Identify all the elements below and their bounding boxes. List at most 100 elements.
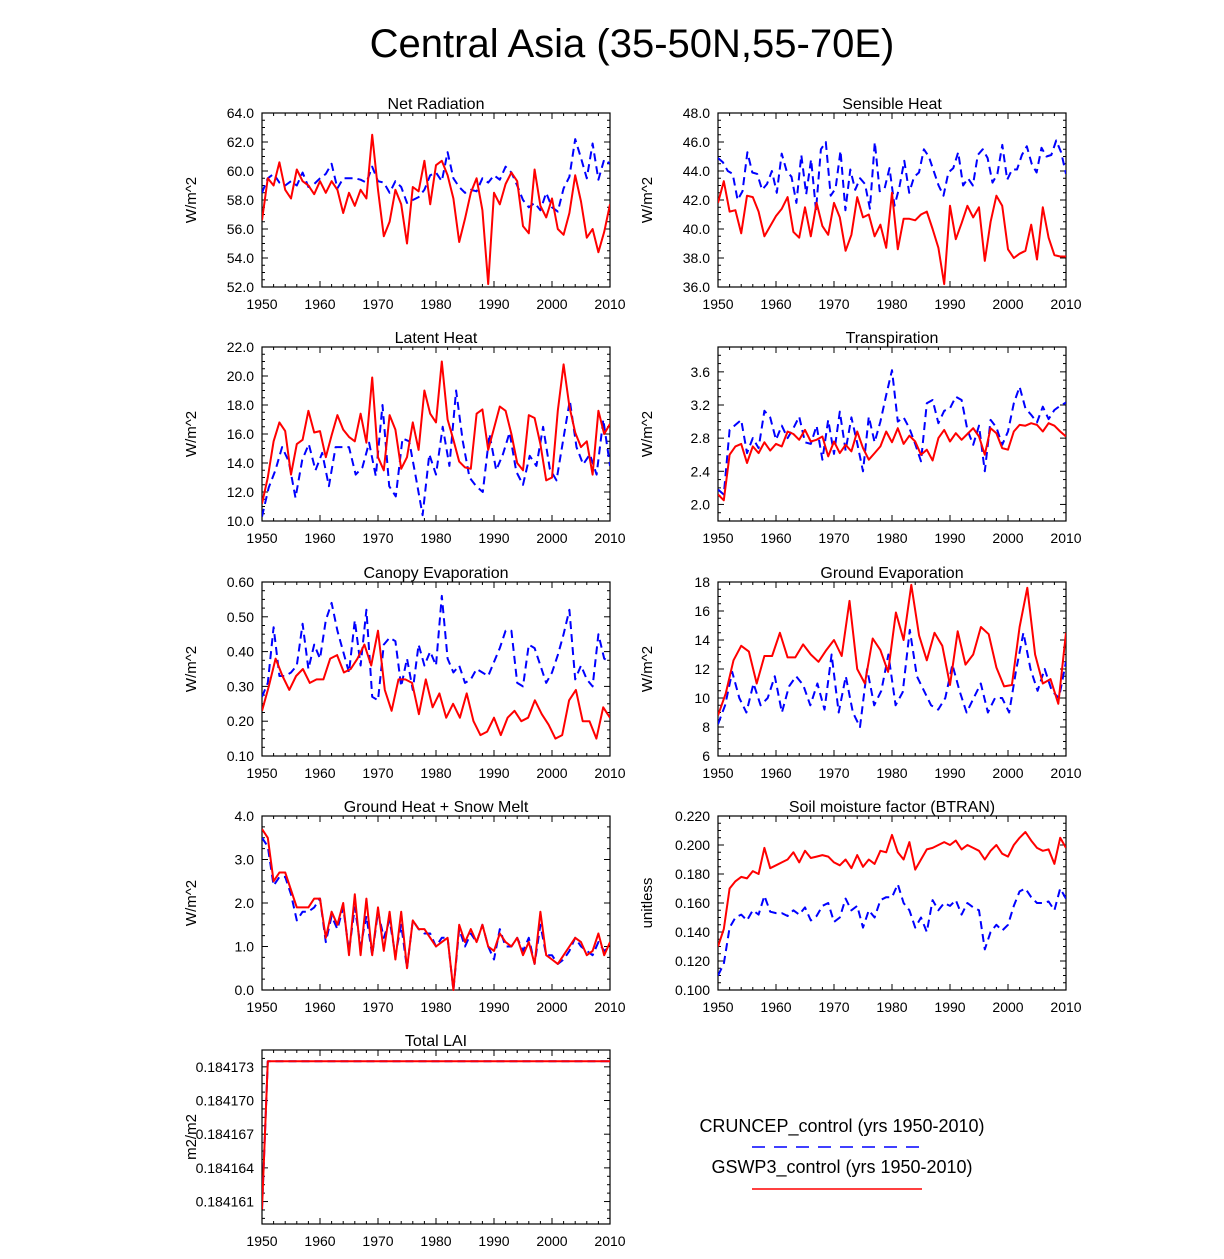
y-tick-label: 0.10: [227, 748, 254, 764]
y-tick-label: 0.220: [675, 808, 710, 824]
series-line-gswp3-control: [262, 360, 610, 504]
y-tick-label: 56.0: [227, 221, 254, 237]
y-tick-label: 4.0: [235, 808, 255, 824]
x-tick-label: 2000: [536, 999, 567, 1015]
panel-soil-moisture-factor: Soil moisture factor (BTRAN) unitless 1950…: [639, 799, 1082, 1015]
x-tick-label: 1980: [420, 296, 451, 312]
x-tick-label: 2000: [536, 1233, 567, 1249]
series-line-gswp3-control: [718, 422, 1066, 502]
y-tick-label: 0.180: [675, 866, 710, 882]
plot-frame: [261, 112, 611, 288]
x-tick-label: 1970: [362, 296, 393, 312]
x-tick-label: 1970: [362, 530, 393, 546]
y-axis-label: unitless: [639, 878, 656, 929]
x-tick-label: 2000: [536, 296, 567, 312]
series-line-cruncep-control: [718, 139, 1066, 212]
y-tick-label: 0.50: [227, 609, 254, 625]
x-tick-label: 1960: [760, 296, 791, 312]
y-tick-label: 6: [702, 748, 710, 764]
series-line-cruncep-control: [262, 138, 610, 213]
y-axis-label: W/m^2: [183, 880, 200, 926]
y-axis-label: W/m^2: [183, 177, 200, 223]
series-group: [262, 828, 610, 991]
panels: Net Radiation W/m^2 1950 1960 1970 1980 1990 20…: [183, 96, 1082, 1249]
x-tick-label: 1980: [876, 999, 907, 1015]
y-tick-label: 8: [702, 719, 710, 735]
x-tick-label: 1960: [304, 999, 335, 1015]
y-tick-label: 16.0: [227, 426, 254, 442]
legend-label-gswp3: GSWP3_control (yrs 1950-2010): [711, 1157, 972, 1178]
y-tick-label: 0.184161: [196, 1194, 255, 1210]
x-tick-label: 2010: [1050, 296, 1081, 312]
x-tick-label: 1960: [304, 765, 335, 781]
x-tick-label: 1950: [702, 530, 733, 546]
y-tick-label: 16: [694, 603, 710, 619]
series-line-gswp3-control: [718, 180, 1066, 286]
series-line-gswp3-control: [718, 583, 1066, 716]
y-tick-label: 58.0: [227, 192, 254, 208]
y-tick-label: 2.0: [691, 496, 711, 512]
y-tick-label: 46.0: [683, 134, 710, 150]
y-tick-label: 2.0: [235, 895, 255, 911]
x-tick-label: 1990: [478, 999, 509, 1015]
y-tick-label: 0.100: [675, 982, 710, 998]
x-tick-label: 1960: [304, 1233, 335, 1249]
series-line-cruncep-control: [262, 1060, 610, 1210]
x-tick-label: 2010: [594, 1233, 625, 1249]
y-tick-label: 52.0: [227, 279, 254, 295]
y-tick-label: 12.0: [227, 484, 254, 500]
y-tick-label: 2.8: [691, 430, 711, 446]
y-axis-label: W/m^2: [183, 411, 200, 457]
x-tick-label: 1950: [246, 765, 277, 781]
x-tick-label: 2010: [1050, 999, 1081, 1015]
y-tick-label: 20.0: [227, 368, 254, 384]
x-tick-label: 1990: [934, 999, 965, 1015]
x-tick-label: 1960: [760, 765, 791, 781]
y-tick-label: 54.0: [227, 250, 254, 266]
plot-frame: [261, 581, 611, 757]
y-tick-label: 0.184167: [196, 1126, 255, 1142]
y-axis-label: W/m^2: [639, 177, 656, 223]
panel-title: Total LAI: [405, 1033, 467, 1050]
x-tick-label: 1960: [304, 530, 335, 546]
x-tick-label: 1970: [818, 530, 849, 546]
x-tick-label: 1970: [362, 765, 393, 781]
x-tick-label: 2010: [594, 530, 625, 546]
panel-title: Ground Evaporation: [820, 565, 963, 582]
panel-ground-heat-snow-melt: Ground Heat + Snow Melt W/m^2 1950 1960 1970…: [183, 799, 626, 1015]
y-axis-label: W/m^2: [183, 646, 200, 692]
x-tick-label: 1980: [876, 296, 907, 312]
panel-title: Ground Heat + Snow Melt: [344, 799, 529, 816]
y-tick-label: 1.0: [235, 939, 255, 955]
y-tick-label: 18.0: [227, 397, 254, 413]
panel-canopy-evaporation: Canopy Evaporation W/m^2 1950 1960 1970 1980 1…: [183, 565, 626, 781]
y-tick-label: 48.0: [683, 105, 710, 121]
x-tick-label: 1990: [934, 530, 965, 546]
y-tick-label: 14.0: [227, 455, 254, 471]
x-tick-label: 1960: [760, 530, 791, 546]
y-tick-label: 0.30: [227, 678, 254, 694]
x-tick-label: 2010: [594, 765, 625, 781]
y-axis-label: m2/m2: [183, 1114, 200, 1160]
x-tick-label: 2010: [594, 296, 625, 312]
y-tick-label: 14: [694, 632, 710, 648]
x-tick-label: 1990: [934, 765, 965, 781]
y-tick-label: 12: [694, 661, 710, 677]
x-tick-label: 2010: [594, 999, 625, 1015]
y-tick-label: 3.6: [691, 364, 711, 380]
y-tick-label: 22.0: [227, 339, 254, 355]
x-tick-label: 1950: [246, 530, 277, 546]
x-tick-label: 1990: [478, 1233, 509, 1249]
y-tick-label: 42.0: [683, 192, 710, 208]
panel-title: Net Radiation: [388, 96, 485, 113]
x-tick-label: 1970: [362, 999, 393, 1015]
x-tick-label: 1990: [478, 765, 509, 781]
series-line-cruncep-control: [718, 369, 1066, 496]
series-line-gswp3-control: [262, 133, 610, 286]
x-tick-label: 1990: [934, 296, 965, 312]
x-tick-label: 1980: [420, 765, 451, 781]
panel-sensible-heat: Sensible Heat W/m^2 1950 1960 1970 1980 1990 20…: [639, 96, 1082, 312]
y-tick-label: 44.0: [683, 163, 710, 179]
y-tick-label: 10.0: [227, 513, 254, 529]
